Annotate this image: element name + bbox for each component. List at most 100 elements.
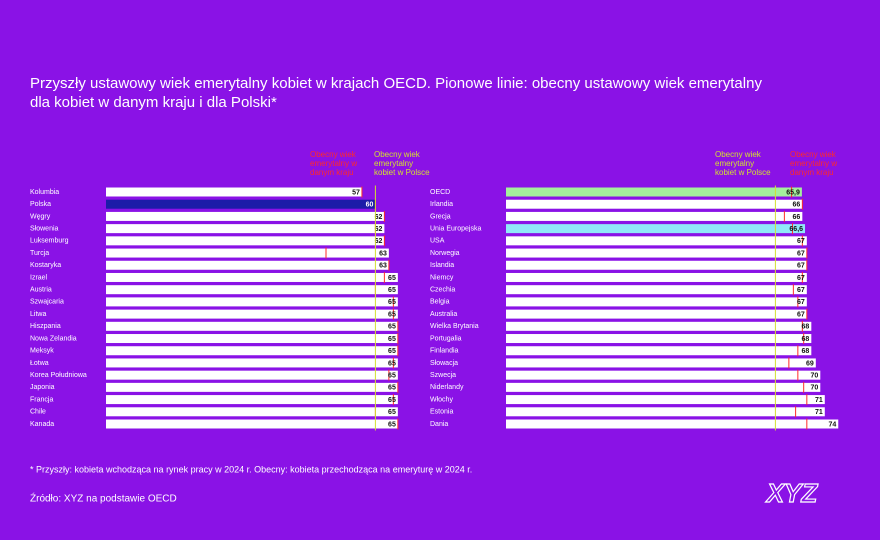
bar [106, 395, 398, 405]
bar [506, 346, 812, 356]
value-label: 66 [793, 202, 801, 209]
value-label: 70 [811, 373, 819, 380]
category-label: Słowacja [430, 360, 458, 367]
category-label: Izrael [30, 274, 48, 281]
category-label: Islandia [430, 262, 454, 269]
bar [506, 370, 821, 380]
value-label: 65 [388, 385, 396, 392]
legend-current: Obecny wiek emerytalny w danym kraju [310, 150, 358, 177]
value-label: 62 [375, 238, 383, 245]
value-label: 67 [797, 311, 805, 318]
bar [106, 260, 389, 270]
value-label: 62 [375, 226, 383, 233]
bar [106, 248, 389, 258]
title: Przyszły ustawowy wiek emerytalny kobiet… [30, 75, 762, 92]
bar [506, 285, 807, 295]
value-label: 68 [802, 336, 810, 343]
bar [506, 199, 803, 209]
value-label: 65 [388, 299, 396, 306]
bar [106, 346, 398, 356]
value-label: 69 [806, 360, 814, 367]
value-label: 67 [797, 250, 805, 257]
value-label: 65 [388, 287, 396, 294]
legend-poland: Obecny wiek emerytalny kobiet w Polsce [715, 150, 771, 177]
value-label: 65 [388, 360, 396, 367]
bar [506, 382, 821, 392]
category-label: Belgia [430, 299, 450, 306]
category-label: Turcja [30, 250, 49, 257]
category-label: Austria [30, 287, 52, 294]
value-label: 65 [388, 324, 396, 331]
bar [506, 297, 807, 307]
bar [106, 297, 398, 307]
value-label: 67 [797, 299, 805, 306]
value-label: 65 [388, 348, 396, 355]
bar [506, 248, 807, 258]
category-label: Luksemburg [30, 238, 69, 245]
bar [506, 309, 807, 319]
category-label: Wielka Brytania [430, 323, 479, 330]
category-label: Nowa Zelandia [30, 335, 77, 342]
category-label: OECD [430, 189, 450, 196]
bar [106, 187, 362, 197]
value-label: 68 [802, 348, 810, 355]
bar [506, 334, 812, 344]
category-label: Finlandia [430, 348, 459, 355]
bar [106, 321, 398, 331]
footnote: * Przyszły: kobieta wchodząca na rynek p… [30, 464, 472, 474]
value-label: 71 [815, 397, 823, 404]
title-line2: dla kobiet w danym kraju i dla Polski* [30, 94, 277, 111]
value-label: 66,6 [789, 226, 803, 233]
category-label: Australia [430, 311, 457, 318]
source: Źródło: XYZ na podstawie OECD [30, 492, 177, 505]
value-label: 65 [388, 311, 396, 318]
category-label: Chile [30, 409, 46, 416]
bar [506, 407, 825, 417]
category-label: Włochy [430, 396, 453, 403]
category-label: Irlandia [430, 201, 453, 208]
category-label: Niderlandy [430, 384, 464, 391]
value-label: 74 [828, 421, 836, 428]
value-label: 67 [797, 275, 805, 282]
bar [506, 187, 802, 197]
category-label: Estonia [430, 409, 453, 416]
bar [106, 382, 398, 392]
category-label: Litwa [30, 311, 46, 318]
category-label: Japonia [30, 384, 55, 391]
category-label: Polska [30, 201, 51, 208]
bar [106, 224, 385, 234]
bar [506, 395, 825, 405]
category-label: USA [430, 238, 445, 245]
category-label: Unia Europejska [430, 225, 481, 232]
value-label: 67 [797, 287, 805, 294]
category-label: Meksyk [30, 348, 54, 355]
value-label: 66 [793, 214, 801, 221]
category-label: Szwajcaria [30, 299, 64, 306]
bar [506, 272, 807, 282]
category-label: Dania [430, 421, 448, 428]
value-label: 65 [388, 409, 396, 416]
bar [506, 358, 816, 368]
value-label: 71 [815, 409, 823, 416]
category-label: Portugalia [430, 335, 462, 342]
category-label: Grecja [430, 213, 451, 220]
value-label: 68 [802, 324, 810, 331]
value-label: 65 [388, 373, 396, 380]
bar [106, 236, 385, 246]
category-label: Hiszpania [30, 323, 61, 330]
category-label: Francja [30, 396, 53, 403]
value-label: 63 [379, 263, 387, 270]
bar [106, 334, 398, 344]
value-label: 65 [388, 397, 396, 404]
category-label: Węgry [30, 213, 51, 220]
category-label: Słowenia [30, 225, 59, 232]
category-label: Kolumbia [30, 189, 59, 196]
legend-poland: Obecny wiek emerytalny kobiet w Polsce [374, 150, 430, 177]
bar [506, 211, 803, 221]
category-label: Niemcy [430, 274, 454, 281]
bar [106, 199, 376, 209]
bar [506, 419, 839, 429]
value-label: 65 [388, 421, 396, 428]
